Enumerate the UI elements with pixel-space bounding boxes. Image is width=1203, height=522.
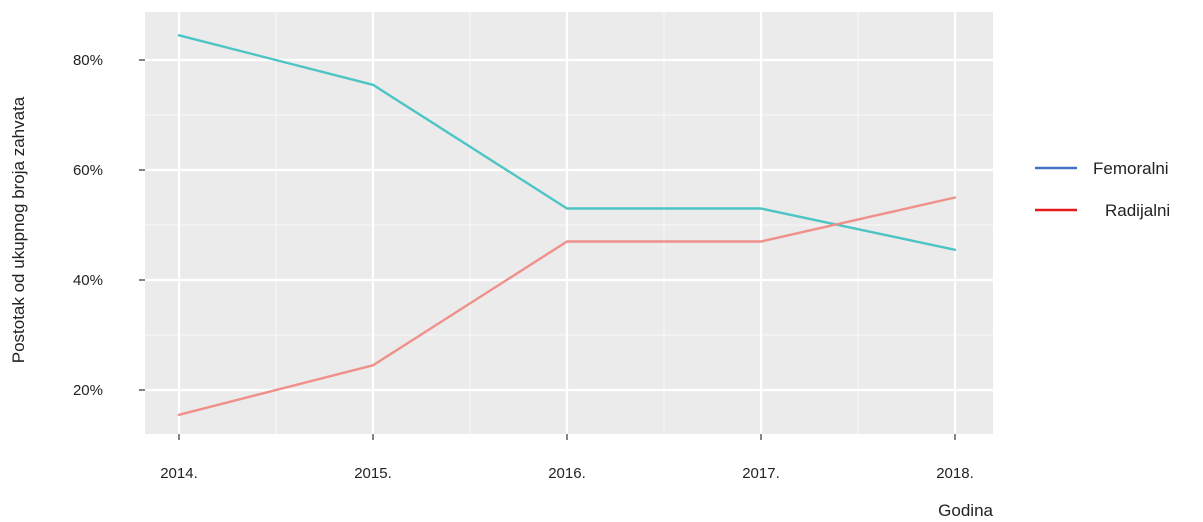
x-tick-label: 2014. — [160, 465, 198, 482]
y-tick-label: 40% — [73, 272, 103, 289]
x-axis-ticks: 2014. 2015. 2016. 2017. 2018. — [160, 434, 974, 482]
legend-label-femoralni: Femoralni — [1093, 159, 1169, 178]
y-tick-label: 20% — [73, 382, 103, 399]
x-tick-label: 2018. — [936, 465, 974, 482]
y-tick-label: 60% — [73, 162, 103, 179]
legend: Femoralni Radijalni — [1035, 159, 1170, 220]
plot-panel — [145, 12, 993, 434]
y-tick-label: 80% — [73, 52, 103, 69]
y-axis-title: Postotak od ukupnog broja zahvata — [9, 96, 28, 363]
x-axis-title: Godina — [938, 501, 993, 520]
x-tick-label: 2016. — [548, 465, 586, 482]
legend-label-radijalni: Radijalni — [1105, 201, 1170, 220]
x-tick-label: 2017. — [742, 465, 780, 482]
x-tick-label: 2015. — [354, 465, 392, 482]
y-axis-ticks: 20% 40% 60% 80% — [73, 52, 145, 399]
